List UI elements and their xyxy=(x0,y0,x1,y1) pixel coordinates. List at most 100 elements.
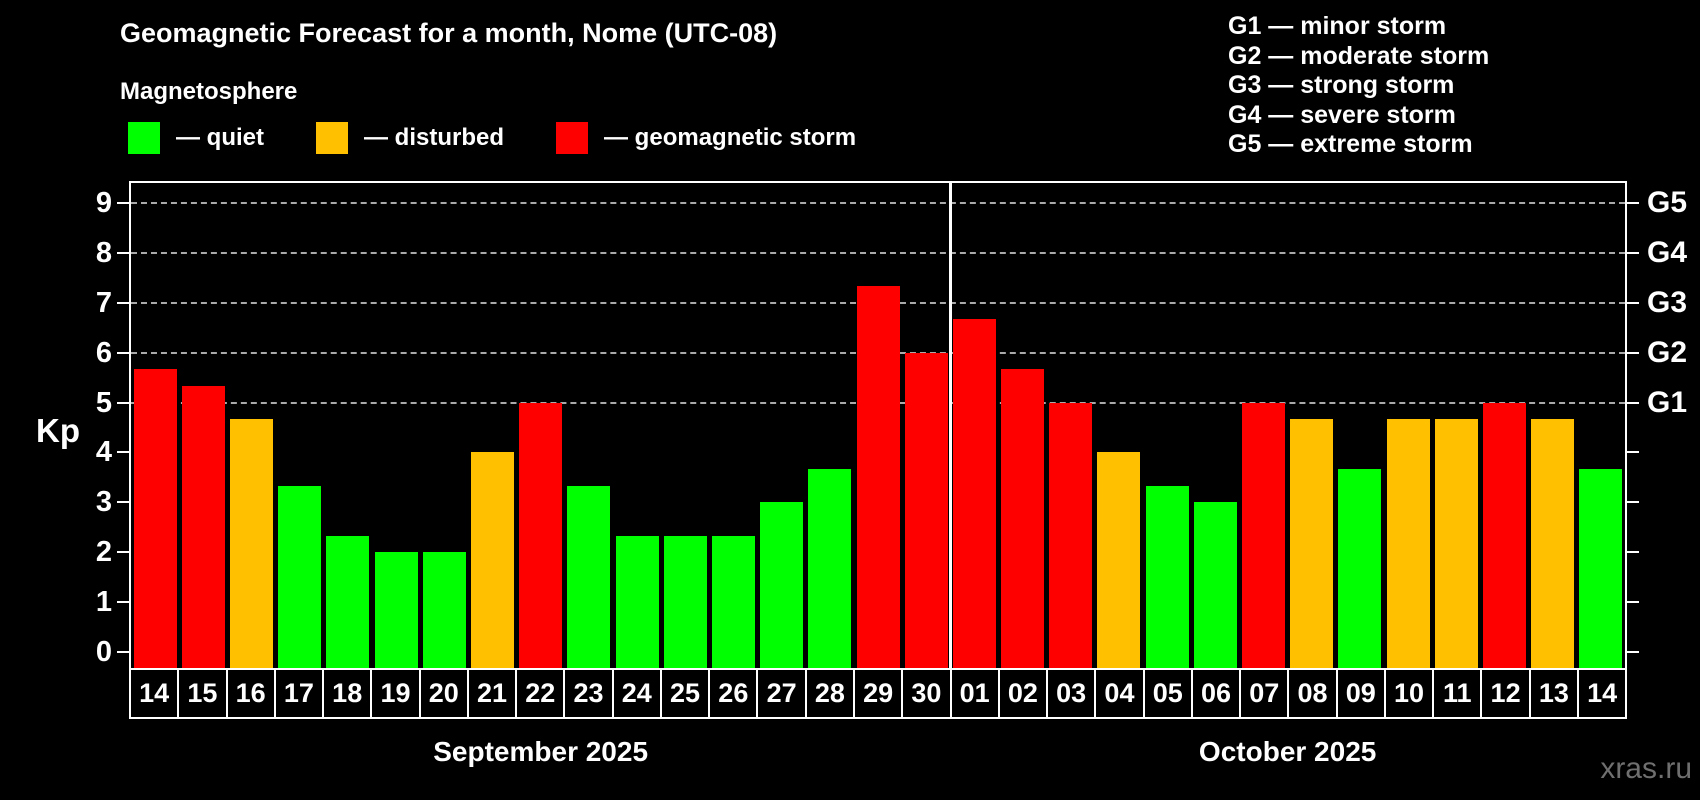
legend-label-storm: — geomagnetic storm xyxy=(604,124,857,151)
kp-bar-september-29 xyxy=(856,286,900,668)
legend-label-disturbed: — disturbed xyxy=(364,124,505,151)
y-axis-tick-right-0 xyxy=(1627,651,1639,653)
g-level-label-g1: G1 xyxy=(1647,385,1688,419)
y-axis-label-0: 0 xyxy=(95,636,112,668)
legend-row: — quiet — disturbed — geomagnetic storm xyxy=(128,121,908,155)
kp-bar-october-07 xyxy=(1242,402,1286,668)
kp-bar-september-27 xyxy=(760,502,804,668)
g-level-label-g2: G2 xyxy=(1647,335,1688,369)
kp-bar-october-08 xyxy=(1290,418,1334,668)
y-axis-label-1: 1 xyxy=(95,586,112,619)
date-cell-september-16: 16 xyxy=(225,668,276,719)
kp-bar-october-05 xyxy=(1145,485,1189,668)
y-axis-tick-right-1 xyxy=(1627,601,1639,604)
y-axis-tick-left-4 xyxy=(117,451,129,454)
g-scale-item-g3: G3 — strong storm xyxy=(1228,71,1455,99)
y-axis-tick-right-6 xyxy=(1627,351,1639,354)
month-label-september: September 2025 xyxy=(433,736,649,767)
storm-color-swatch xyxy=(556,122,589,154)
y-axis-label-7: 7 xyxy=(95,286,112,319)
y-axis-tick-right-5 xyxy=(1627,401,1639,404)
date-cell-september-25: 25 xyxy=(659,668,711,719)
g-level-label-g5: G5 xyxy=(1647,185,1688,219)
y-axis-tick-right-4 xyxy=(1627,451,1639,454)
date-cell-september-26: 26 xyxy=(708,668,759,719)
date-cell-october-10: 10 xyxy=(1383,668,1435,719)
y-axis-tick-left-2 xyxy=(117,551,129,554)
kp-bar-september-19 xyxy=(374,552,418,668)
date-cell-september-18: 18 xyxy=(322,668,373,719)
kp-bar-october-09 xyxy=(1338,468,1382,668)
kp-bar-october-06 xyxy=(1193,502,1237,668)
kp-bar-september-18 xyxy=(326,535,370,668)
g-scale-item-g2: G2 — moderate storm xyxy=(1228,41,1490,70)
y-axis-tick-left-0 xyxy=(117,651,129,653)
kp-bar-september-26 xyxy=(711,535,755,668)
g-scale-item-g1: G1 — minor storm xyxy=(1228,12,1447,40)
date-cell-september-23: 23 xyxy=(563,668,614,719)
date-axis: 14 15 16 17 18 19 20 21 22 23 24 25 26 27 28 29 30 01 02 03… xyxy=(129,668,1628,719)
kp-bar-september-24 xyxy=(615,535,659,668)
kp-bar-september-17 xyxy=(278,485,322,668)
y-axis-tick-right-8 xyxy=(1627,251,1639,254)
month-separator-line xyxy=(948,183,952,668)
kp-bar-september-28 xyxy=(808,468,852,668)
y-axis-tick-right-9 xyxy=(1627,201,1639,204)
watermark: xras.ru xyxy=(1600,752,1692,785)
g-level-label-g4: G4 xyxy=(1647,235,1688,269)
date-cell-september-17: 17 xyxy=(273,668,325,719)
date-cell-september-21: 21 xyxy=(466,668,518,719)
kp-bar-september-14 xyxy=(133,369,177,668)
date-cell-october-02: 02 xyxy=(997,668,1049,719)
date-cell-october-12: 12 xyxy=(1480,668,1531,719)
kp-bar-october-04 xyxy=(1097,452,1141,668)
date-cell-september-20: 20 xyxy=(418,668,469,719)
y-axis-tick-left-6 xyxy=(117,351,129,354)
g-scale-legend: G1 — minor storm G2 — moderate storm G3 … xyxy=(1228,12,1489,160)
date-cell-september-27: 27 xyxy=(756,668,807,719)
kp-bar-october-02 xyxy=(1001,369,1045,668)
kp-bar-september-16 xyxy=(229,418,273,668)
kp-gridline-9 xyxy=(131,201,1625,204)
y-axis-tick-left-1 xyxy=(117,601,129,604)
date-cell-september-19: 19 xyxy=(370,668,421,719)
page-title: Geomagnetic Forecast for a month, Nome (… xyxy=(120,18,778,48)
y-axis-tick-right-3 xyxy=(1627,501,1639,504)
y-axis-tick-left-9 xyxy=(117,201,129,204)
date-cell-september-22: 22 xyxy=(515,668,566,719)
kp-bar-october-03 xyxy=(1049,402,1093,668)
kp-bar-september-22 xyxy=(519,402,563,668)
y-axis-tick-left-3 xyxy=(117,501,129,504)
kp-bar-october-01 xyxy=(952,319,996,668)
g-scale-item-g5: G5 — extreme storm xyxy=(1228,130,1473,158)
legend-item-quiet: — quiet xyxy=(128,122,264,154)
legend-label-quiet: — quiet xyxy=(176,124,264,151)
y-axis-label-8: 8 xyxy=(95,236,112,269)
date-cell-september-15: 15 xyxy=(177,668,228,719)
kp-bar-september-21 xyxy=(470,452,514,668)
kp-bar-october-10 xyxy=(1386,418,1430,668)
g-scale-item-g4: G4 — severe storm xyxy=(1228,100,1456,129)
y-axis-tick-right-7 xyxy=(1627,301,1639,304)
y-axis-label-3: 3 xyxy=(95,486,112,519)
kp-bar-october-13 xyxy=(1531,418,1575,668)
date-cell-october-07: 07 xyxy=(1239,668,1290,719)
date-cell-september-24: 24 xyxy=(611,668,662,719)
date-cell-october-11: 11 xyxy=(1432,668,1483,719)
y-axis-title: Kp xyxy=(36,412,80,449)
g-level-label-g3: G3 xyxy=(1647,285,1688,319)
y-axis-label-6: 6 xyxy=(95,336,112,369)
date-cell-october-04: 04 xyxy=(1094,668,1145,719)
date-cell-october-14: 14 xyxy=(1576,668,1628,719)
legend-item-disturbed: — disturbed xyxy=(316,122,504,154)
date-cell-september-28: 28 xyxy=(804,668,855,719)
date-cell-september-30: 30 xyxy=(901,668,952,719)
y-axis-tick-left-8 xyxy=(117,251,129,254)
kp-bar-september-25 xyxy=(663,535,707,668)
y-axis-tick-left-5 xyxy=(117,401,129,404)
plot-area xyxy=(129,181,1627,670)
chart-subtitle: Magnetosphere xyxy=(120,78,298,105)
quiet-color-swatch xyxy=(128,122,160,154)
date-cell-october-09: 09 xyxy=(1335,668,1386,719)
y-axis-label-2: 2 xyxy=(95,536,112,569)
